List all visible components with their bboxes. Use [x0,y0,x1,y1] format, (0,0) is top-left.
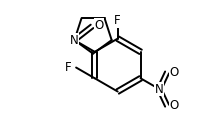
Text: O: O [169,66,178,79]
Text: F: F [114,15,121,28]
Text: N: N [155,83,164,96]
Text: O: O [94,19,103,32]
Text: O: O [169,99,178,112]
Text: N: N [70,34,79,47]
Text: F: F [65,61,71,74]
